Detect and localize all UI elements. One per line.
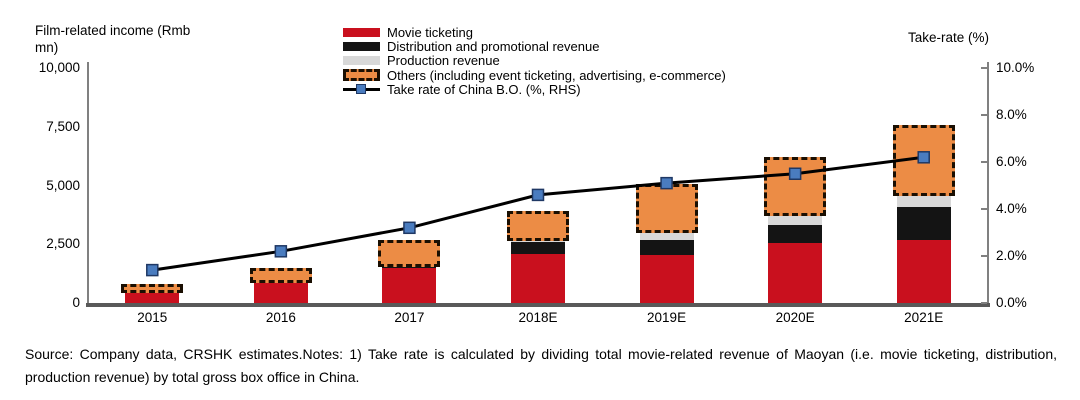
y-tick-label-left-10000: 10,000 bbox=[38, 60, 80, 75]
bar-segment-ticketing-2015 bbox=[125, 290, 180, 303]
legend-label: Movie ticketing bbox=[387, 24, 473, 40]
legend-swatch-take-rate-icon bbox=[343, 83, 380, 95]
bar-segment-ticketing-2016 bbox=[253, 281, 308, 303]
y-tick-label-right-10: 10.0% bbox=[996, 60, 1035, 75]
right-axis-tick-10 bbox=[981, 67, 987, 69]
y-tick-label-right-2: 2.0% bbox=[996, 248, 1027, 263]
bar-segment-distribution-2020E bbox=[768, 224, 823, 244]
legend-item-movie-ticketing: Movie ticketing bbox=[343, 24, 726, 40]
legend-item-take-rate: Take rate of China B.O. (%, RHS) bbox=[343, 81, 726, 97]
bar-segment-ticketing-2017 bbox=[382, 267, 437, 303]
bar-segment-others-2015 bbox=[121, 284, 184, 294]
bar-segment-ticketing-2020E bbox=[768, 243, 823, 303]
bar-segment-others-2021E bbox=[892, 124, 955, 196]
legend-line-marker-icon bbox=[356, 83, 366, 94]
bar-segment-others-2020E bbox=[764, 157, 827, 216]
right-axis-tick-4 bbox=[981, 208, 987, 210]
bar-segment-distribution-2021E bbox=[896, 206, 951, 240]
legend-swatch-distribution-icon bbox=[343, 41, 380, 51]
take-rate-marker-2015 bbox=[146, 263, 159, 277]
legend-swatch-production-icon bbox=[343, 56, 380, 66]
y-tick-label-right-0: 0.0% bbox=[996, 295, 1027, 310]
legend-item-production: Production revenue bbox=[343, 53, 726, 69]
x-category-label-2018E: 2018E bbox=[518, 310, 558, 325]
legend-label: Distribution and promotional revenue bbox=[387, 38, 600, 54]
bar-segment-others-2019E bbox=[635, 184, 698, 233]
legend: Movie ticketing Distribution and promoti… bbox=[343, 24, 726, 97]
y-tick-label-left-0: 0 bbox=[72, 295, 80, 310]
x-category-label-2015: 2015 bbox=[137, 310, 168, 325]
legend-swatch-ticketing-icon bbox=[343, 27, 380, 37]
x-category-label-2017: 2017 bbox=[394, 310, 425, 325]
right-axis-tick-8 bbox=[981, 114, 987, 116]
bar-segment-ticketing-2018E bbox=[511, 253, 565, 303]
y-tick-label-left-5000: 5,000 bbox=[46, 177, 80, 193]
bar-segment-distribution-2019E bbox=[639, 239, 694, 255]
bar-segment-others-2017 bbox=[378, 240, 441, 268]
x-category-label-2019E: 2019E bbox=[647, 310, 687, 325]
legend-item-others: Others (including event ticketing, adver… bbox=[343, 67, 726, 83]
right-axis-title: Take-rate (%) bbox=[908, 30, 990, 45]
bar-segment-others-2018E bbox=[507, 210, 569, 242]
legend-label: Production revenue bbox=[387, 53, 500, 69]
y-tick-label-left-2500: 2,500 bbox=[46, 236, 80, 252]
y-tick-label-right-4: 4.0% bbox=[996, 201, 1027, 216]
legend-label: Take rate of China B.O. (%, RHS) bbox=[387, 81, 581, 97]
x-category-label-2020E: 2020E bbox=[775, 310, 815, 325]
y-tick-label-right-6: 6.0% bbox=[996, 154, 1027, 169]
right-axis-tick-0 bbox=[981, 302, 987, 304]
right-axis-line bbox=[987, 62, 989, 305]
legend-item-distribution: Distribution and promotional revenue bbox=[343, 38, 726, 54]
legend-label: Others (including event ticketing, adver… bbox=[387, 67, 726, 83]
legend-swatch-others-icon bbox=[343, 69, 380, 82]
x-category-label-2016: 2016 bbox=[265, 310, 296, 325]
bar-segment-ticketing-2019E bbox=[639, 254, 694, 303]
take-rate-marker-2018E bbox=[531, 188, 545, 202]
take-rate-marker-2016 bbox=[274, 245, 288, 258]
bar-segment-ticketing-2021E bbox=[896, 239, 951, 303]
x-category-label-2021E: 2021E bbox=[904, 310, 944, 325]
x-axis-line bbox=[86, 303, 990, 307]
bar-segment-distribution-2018E bbox=[511, 241, 565, 254]
left-axis-title: Film-related income (Rmb mn) bbox=[35, 23, 191, 55]
right-axis-tick-6 bbox=[981, 161, 987, 163]
source-note: Source: Company data, CRSHK estimates.No… bbox=[25, 346, 1057, 385]
y-tick-label-left-7500: 7,500 bbox=[46, 118, 80, 134]
bar-segment-others-2016 bbox=[249, 268, 312, 284]
take-rate-marker-2017 bbox=[403, 221, 416, 235]
right-axis-tick-2 bbox=[981, 255, 987, 257]
left-axis-line bbox=[87, 62, 89, 305]
y-tick-label-right-8: 8.0% bbox=[996, 107, 1027, 122]
